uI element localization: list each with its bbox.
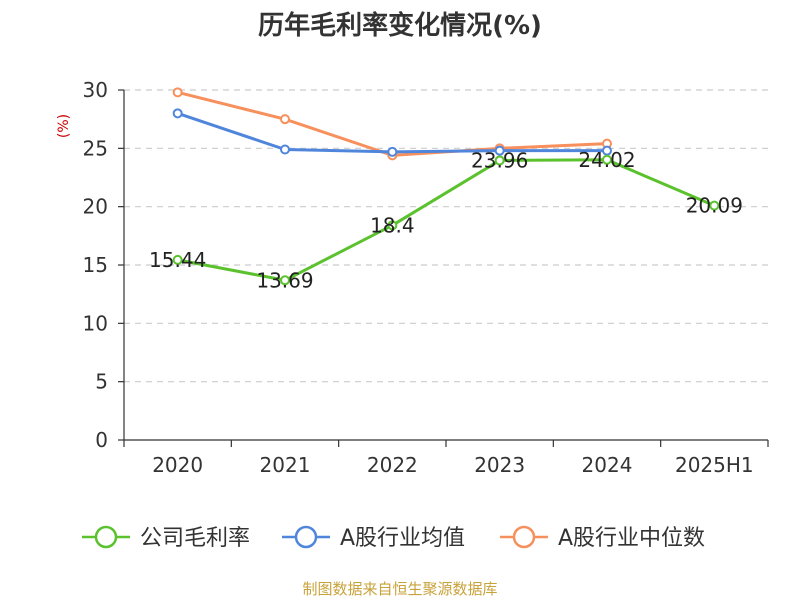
series-point: [280, 114, 290, 125]
x-tick-label: 2021: [260, 453, 311, 477]
data-label: 18.4: [370, 213, 415, 237]
legend-swatch-marker: [512, 525, 536, 549]
label-layer: 15.44 13.69 18.4 23.96 24.02 20.09: [149, 148, 743, 293]
source-note: 制图数据来自恒生聚源数据库: [302, 580, 497, 598]
legend-item: A股行业均值: [282, 525, 465, 551]
x-tick-label: 2024: [582, 453, 633, 477]
series-layer: [172, 87, 720, 286]
x-tick-label: 2023: [474, 453, 525, 477]
legend-item: A股行业中位数: [500, 525, 705, 551]
series-point: [602, 154, 612, 165]
chart-title: 历年毛利率变化情况(%): [258, 10, 542, 41]
series-point: [494, 145, 505, 156]
data-label: 15.44: [149, 248, 206, 272]
series-point: [709, 200, 720, 211]
y-tick-label: 20: [83, 195, 108, 219]
series-point: [387, 146, 398, 157]
legend-item: 公司毛利率: [82, 525, 250, 551]
grid-layer: [124, 89, 768, 383]
y-tick-label: 30: [83, 78, 108, 102]
series-point: [387, 220, 398, 231]
legend: 公司毛利率 A股行业均值 A股行业中位数: [82, 525, 705, 551]
y-tick-label: 15: [83, 253, 108, 277]
data-label: 23.96: [471, 148, 528, 172]
axis-layer: 0 5 10 15 20 25 30 2020 2021 2022 2023 2024 2025H1: [83, 78, 769, 477]
series-line: [177, 90, 608, 157]
series-point: [172, 108, 183, 119]
legend-label: A股行业均值: [340, 526, 465, 551]
series-point: [172, 254, 183, 265]
y-tick-label: 5: [95, 370, 108, 394]
y-tick-label: 0: [95, 428, 108, 452]
data-label: 20.09: [686, 194, 743, 218]
x-tick-label: 2025H1: [675, 453, 754, 477]
data-label: 13.69: [256, 268, 313, 292]
x-tick-label: 2022: [367, 453, 418, 477]
y-tick-label: 25: [83, 136, 108, 160]
legend-label: 公司毛利率: [140, 526, 250, 551]
y-tick-label: 10: [83, 311, 108, 335]
legend-swatch-marker: [94, 525, 118, 549]
series-point: [602, 145, 612, 156]
y-axis-unit: (%): [56, 114, 72, 138]
series-point: [280, 275, 290, 286]
legend-swatch-marker: [294, 525, 318, 549]
data-label: 24.02: [578, 148, 635, 172]
series-point: [494, 155, 505, 166]
legend-label: A股行业中位数: [558, 526, 705, 551]
x-tick-label: 2020: [152, 453, 203, 477]
series-point: [172, 87, 183, 98]
series-line: [177, 158, 715, 282]
series-point: [280, 144, 290, 155]
